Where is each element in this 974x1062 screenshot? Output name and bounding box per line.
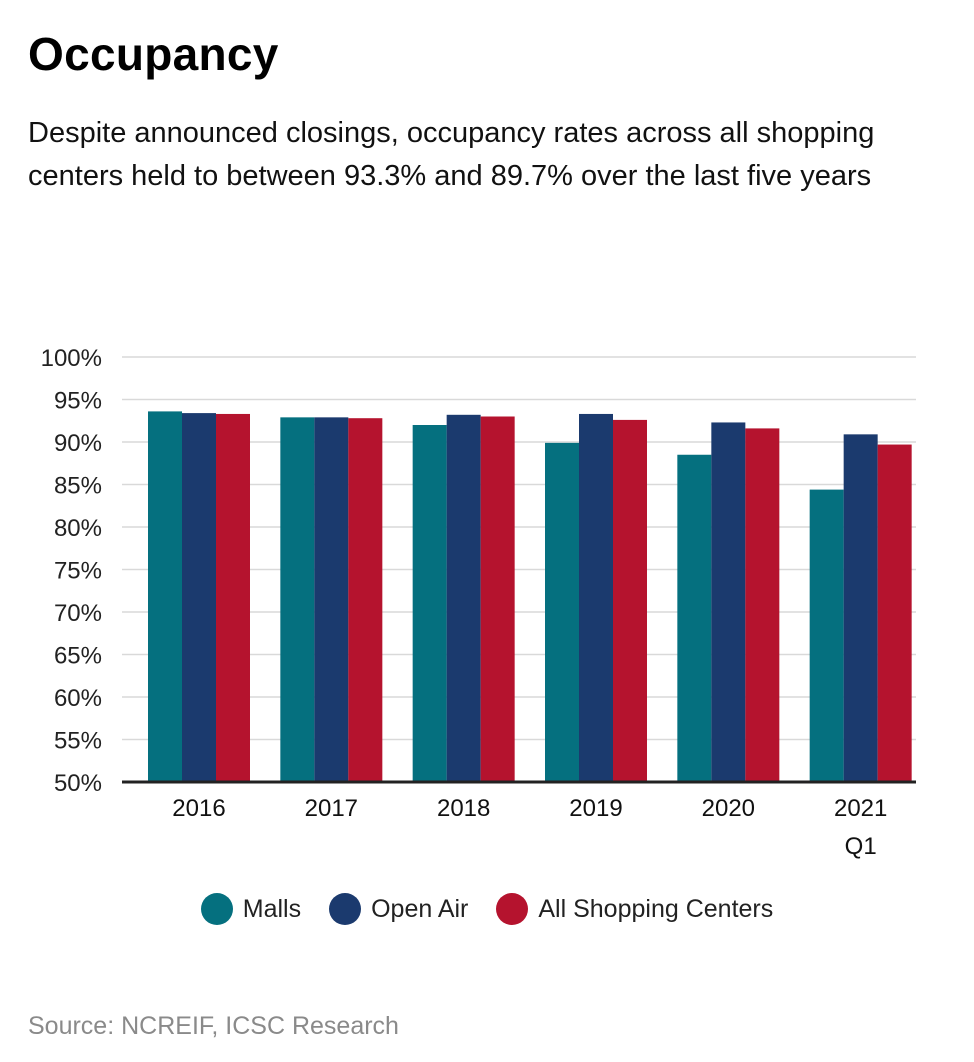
y-tick-label-75: 75%: [54, 558, 102, 585]
x-tick-labels: 2016 2017 2018 2019 2020 2021 Q1: [172, 795, 887, 860]
bar-open-air-2017: [314, 417, 349, 782]
bar-malls-2019: [545, 442, 579, 782]
bar-all-shopping-centers-2020: [745, 428, 780, 782]
bar-malls-2017: [280, 417, 315, 782]
y-tick-label-50: 50%: [54, 770, 102, 797]
legend-item-open-air: Open Air: [329, 893, 468, 925]
legend-item-all-shopping-centers: All Shopping Centers: [496, 893, 773, 925]
chart-legend: Malls Open Air All Shopping Centers: [0, 893, 974, 925]
y-tick-label-95: 95%: [54, 388, 102, 415]
y-tick-label-80: 80%: [54, 515, 102, 542]
bar-open-air-2020: [711, 422, 746, 782]
bar-all-shopping-centers-2017: [348, 418, 383, 782]
legend-label-all-shopping-centers: All Shopping Centers: [538, 894, 774, 923]
y-gridlines: [122, 356, 916, 741]
x-tick-label-q1: Q1: [845, 833, 877, 860]
y-tick-label-85: 85%: [54, 473, 102, 500]
legend-swatch-all-shopping-centers: [496, 893, 529, 925]
chart-subtitle: Despite announced closings, occupancy ra…: [28, 117, 875, 192]
bar-open-air-2019: [579, 413, 613, 782]
y-tick-label-100: 100%: [41, 345, 102, 372]
chart-title: Occupancy: [28, 28, 279, 80]
y-tick-label-70: 70%: [54, 600, 102, 627]
y-tick-label-90: 90%: [54, 430, 102, 457]
bar-all-shopping-centers-2021-q1: [877, 444, 912, 782]
x-tick-label-2017: 2017: [305, 795, 358, 822]
x-tick-label-2018: 2018: [437, 795, 490, 822]
bar-malls-2020: [677, 454, 712, 782]
source-note: Source: NCREIF, ICSC Research: [28, 1012, 399, 1040]
legend-swatch-malls: [200, 893, 233, 925]
x-tick-label-2016: 2016: [172, 795, 225, 822]
legend-label-malls: Malls: [242, 894, 302, 923]
x-tick-label-2021: 2021: [834, 795, 887, 822]
occupancy-bar-chart: 100%95%90%85%80%75%70%65%60%55%50% 2016 2…: [41, 345, 916, 860]
bar-malls-2016: [148, 411, 182, 782]
x-tick-label-2020: 2020: [702, 795, 755, 822]
bar-malls-2021-q1: [809, 489, 844, 782]
y-tick-label-55: 55%: [54, 728, 102, 755]
x-tick-label-2019: 2019: [569, 795, 622, 822]
legend-swatch-open-air: [329, 893, 362, 925]
bars: [148, 411, 912, 782]
bar-open-air-2018: [446, 414, 481, 782]
bar-malls-2018: [412, 425, 447, 782]
y-tick-labels: 100% 95% 90% 85% 80% 75% 70% 65% 60% 55% 50%: [41, 345, 102, 797]
bar-open-air-2021-q1: [843, 434, 878, 782]
legend-item-malls: Malls: [200, 893, 302, 925]
legend-label-open-air: Open Air: [371, 894, 469, 923]
y-tick-label-60: 60%: [54, 685, 102, 712]
bar-open-air-2016: [182, 413, 216, 782]
bar-all-shopping-centers-2018: [480, 416, 515, 782]
bar-all-shopping-centers-2016: [216, 413, 250, 782]
y-tick-label-65: 65%: [54, 643, 102, 670]
bar-all-shopping-centers-2019: [613, 419, 647, 782]
